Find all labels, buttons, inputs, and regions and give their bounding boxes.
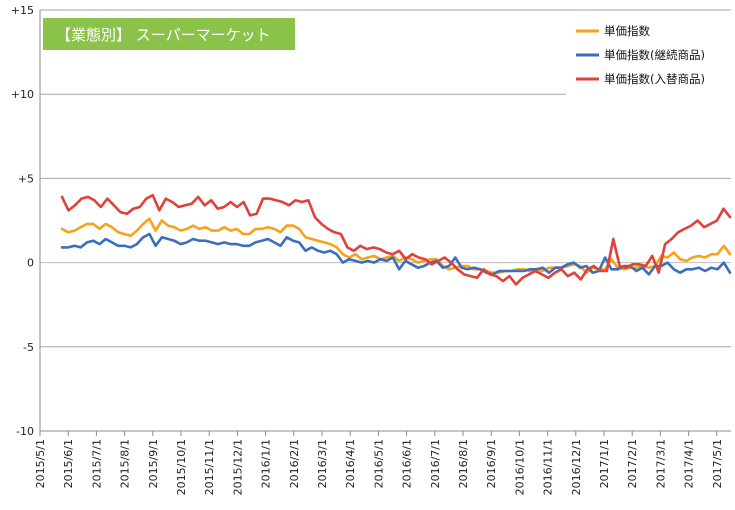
x-tick-label: 2016/6/1 [401,439,414,488]
y-tick-label: +5 [18,172,34,185]
chart-title-box: 【業態別】 スーパーマーケット [43,18,295,50]
x-tick-label: 2017/1/1 [598,439,611,488]
y-tick-label: +10 [11,88,34,101]
x-tick-label: 2017/5/1 [711,439,724,488]
y-tick-label: -10 [16,425,34,438]
x-tick-label: 2015/7/1 [90,439,103,488]
x-tick-label: 2016/5/1 [372,439,385,488]
y-tick-label: -5 [23,341,34,354]
legend-label: 単価指数 [604,24,650,38]
x-tick-label: 2017/2/1 [626,439,639,488]
x-tick-label: 2015/11/1 [203,439,216,495]
x-tick-label: 2015/5/1 [34,439,47,488]
y-tick-label: +15 [11,4,34,17]
legend-label: 単価指数(継続商品) [604,48,705,62]
x-tick-label: 2016/1/1 [260,439,273,488]
chart-title: 【業態別】 スーパーマーケット [56,26,271,44]
x-tick-label: 2016/11/1 [542,439,555,495]
x-tick-label: 2016/12/1 [570,439,583,495]
x-tick-label: 2015/9/1 [147,439,160,488]
x-tick-label: 2017/4/1 [683,439,696,488]
x-tick-label: 2016/8/1 [457,439,470,488]
x-tick-label: 2015/10/1 [175,439,188,495]
x-tick-label: 2016/7/1 [429,439,442,488]
series-lines [60,193,732,286]
y-tick-labels: +15 +10 +5 0 -5 -10 [11,4,34,438]
x-tick-label: 2015/6/1 [62,439,75,488]
legend-label: 単価指数(入替商品) [604,72,705,86]
x-tick-label: 2015/12/1 [231,439,244,495]
x-tick-label: 2016/3/1 [316,439,329,488]
y-tick-label: 0 [27,257,34,270]
x-tick-labels: 2015/5/1 2015/6/1 2015/7/1 2015/8/1 2015/9/1… [34,439,724,495]
series-line-1 [60,232,732,276]
x-tick-label: 2016/10/1 [513,439,526,495]
x-tick-label: 2016/4/1 [344,439,357,488]
chart-title-bg [43,18,295,50]
x-tick-label: 2016/2/1 [288,439,301,488]
axes [39,10,731,436]
x-tick-label: 2017/3/1 [654,439,667,488]
x-tick-label: 2015/8/1 [119,439,132,488]
x-tick-label: 2016/9/1 [485,439,498,488]
series-line-2 [60,193,732,286]
